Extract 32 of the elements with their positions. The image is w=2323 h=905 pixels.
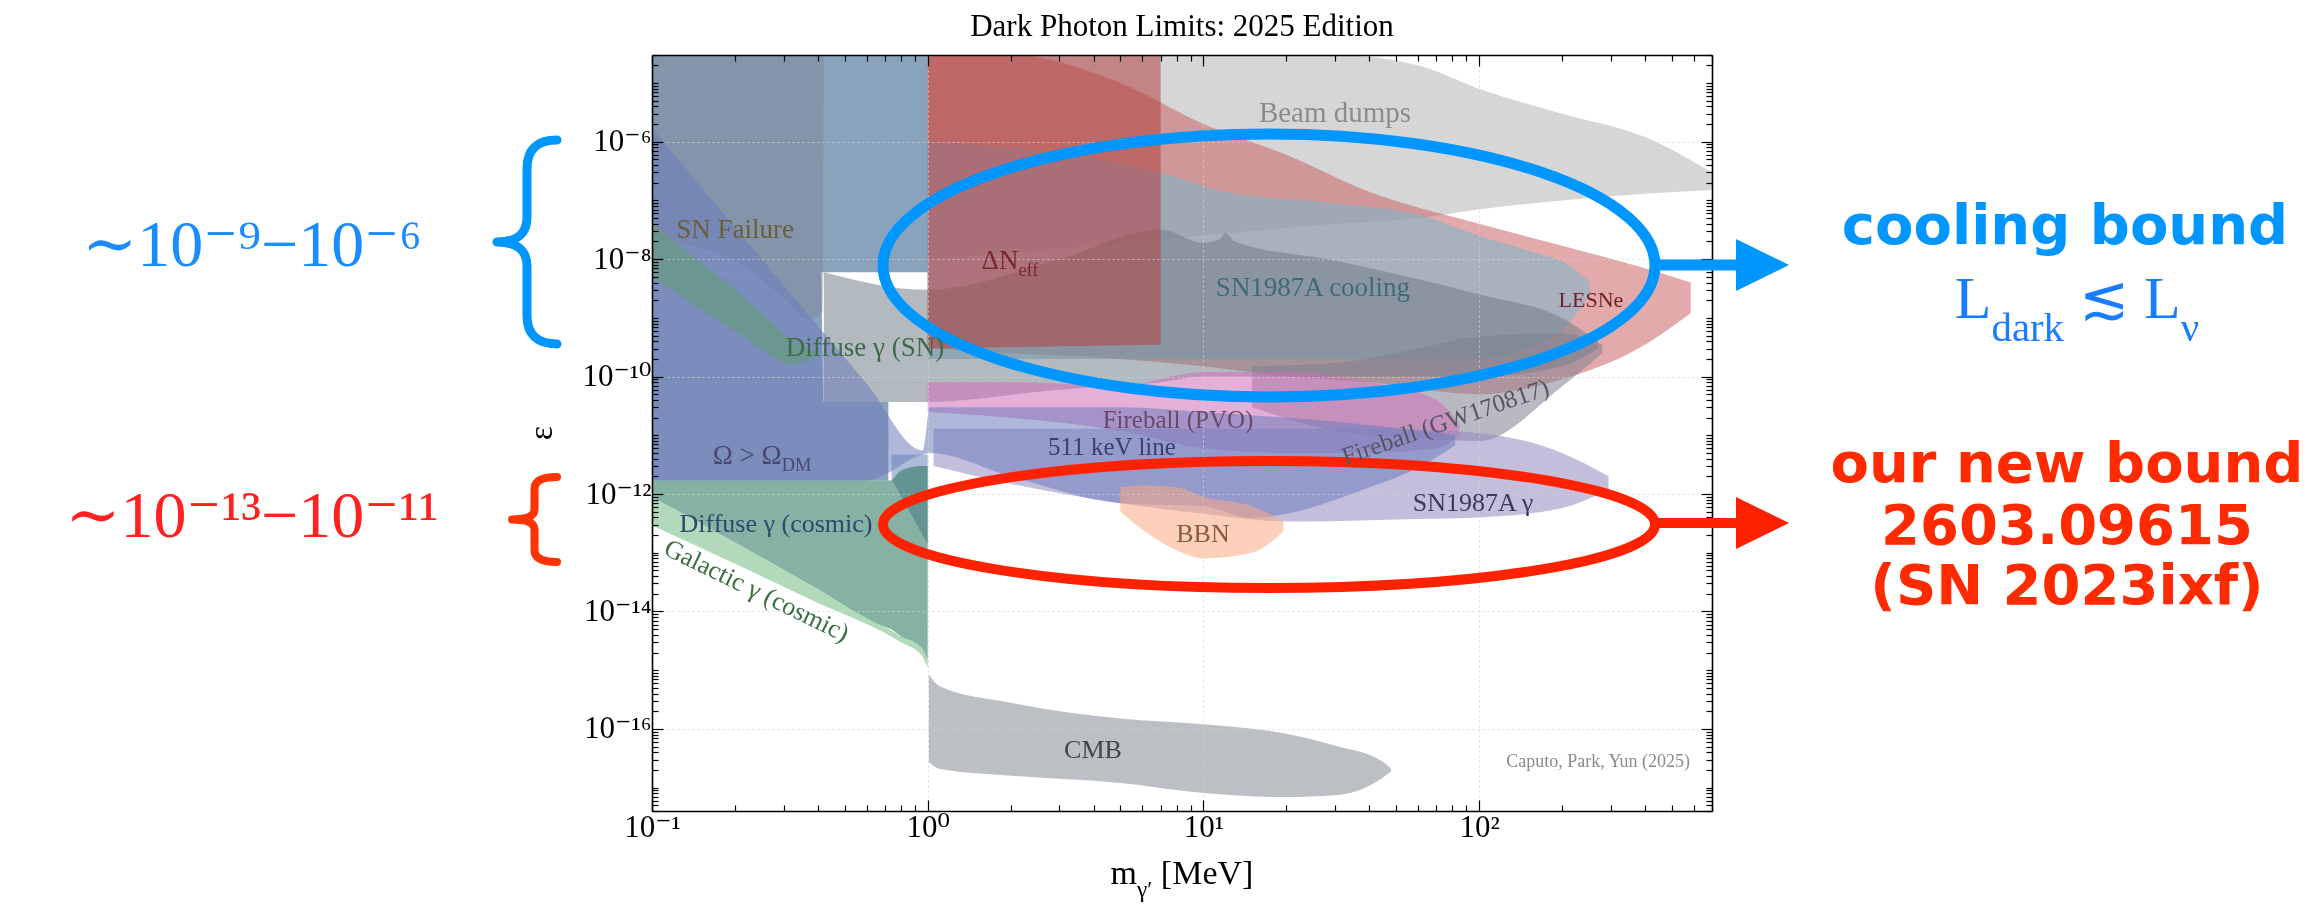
y-tick-label: 10⁻¹⁶ — [584, 710, 652, 746]
annotation: Ω > Ω$_{DM}$ — [712, 440, 812, 475]
annotation: Diffuse γ (SN) — [785, 332, 945, 362]
annotation: Diffuse γ (cosmic) — [679, 508, 873, 538]
text: cooling bound — [1841, 192, 2289, 257]
text: ∼10⁻¹³−10⁻¹¹ — [65, 478, 439, 551]
y-tick-label: 10⁻¹⁴ — [584, 592, 652, 628]
annotation: BBN — [1176, 518, 1230, 548]
annotation: SN1987A cooling — [1215, 272, 1411, 302]
annotation: 511 keV line — [1048, 432, 1176, 460]
x-tick-label: 10⁰ — [906, 808, 950, 844]
annotation: LESNe — [1558, 286, 1624, 312]
chart-title: Dark Photon Limits: 2025 Edition — [970, 8, 1395, 43]
annotation: Fireball (PVO) — [1102, 405, 1254, 434]
x-tick-label: 10⁻¹ — [624, 808, 681, 844]
x-axis-title: m$_{γ′}$ [MeV] — [1110, 854, 1254, 902]
annotation: CMB — [1064, 734, 1122, 764]
y-tick-label: 10⁻¹² — [585, 475, 652, 511]
x-tick-label: 10¹ — [1183, 808, 1224, 844]
y-axis-title: ε — [521, 425, 559, 441]
x-tick-label: 10² — [1459, 808, 1500, 844]
annotation: SN1987A γ — [1412, 487, 1534, 517]
annotation: SN Failure — [676, 214, 794, 244]
annotation: Beam dumps — [1258, 96, 1412, 128]
text: ∼10⁻⁹−10⁻⁶ — [81, 207, 423, 280]
annotation: ΔN$_{eff}$ — [981, 245, 1040, 280]
annotation: Caputo, Park, Yun (2025) — [1506, 751, 1690, 772]
text: L$_{dark}$ ≲ L$_{ν}$ — [1954, 265, 2200, 350]
y-tick-label: 10⁻⁶ — [593, 123, 652, 159]
text: our new bound — [1830, 430, 2304, 495]
y-tick-label: 10⁻⁸ — [593, 240, 652, 276]
y-tick-label: 10⁻¹⁰ — [582, 358, 652, 394]
